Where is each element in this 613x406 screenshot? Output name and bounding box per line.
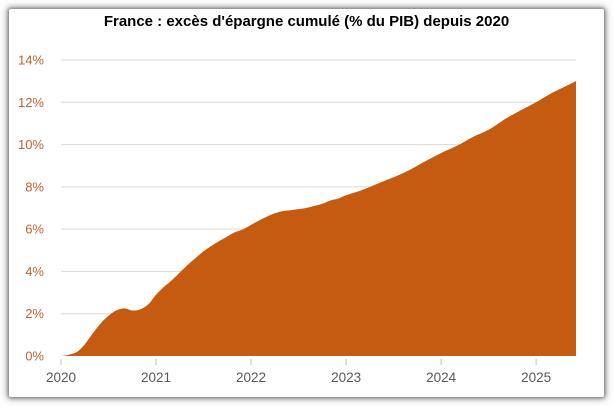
- y-axis-label: 0%: [25, 349, 44, 364]
- x-axis-label: 2023: [331, 370, 361, 385]
- x-axis-label: 2022: [236, 370, 266, 385]
- chart-title: France : excès d'épargne cumulé (% du PI…: [103, 13, 510, 30]
- x-axis-label: 2024: [426, 370, 457, 385]
- area-series: [61, 81, 576, 356]
- y-axis-label: 14%: [18, 53, 44, 68]
- x-axis-label: 2020: [46, 370, 76, 385]
- y-axis-label: 6%: [25, 222, 44, 237]
- y-axis-label: 12%: [18, 95, 44, 110]
- y-axis-label: 8%: [25, 179, 44, 194]
- y-axis-label: 4%: [25, 264, 44, 279]
- y-axis-label: 2%: [25, 306, 44, 321]
- y-axis-label: 10%: [18, 137, 44, 152]
- x-axis-label: 2025: [521, 370, 551, 385]
- x-axis-label: 2021: [141, 370, 171, 385]
